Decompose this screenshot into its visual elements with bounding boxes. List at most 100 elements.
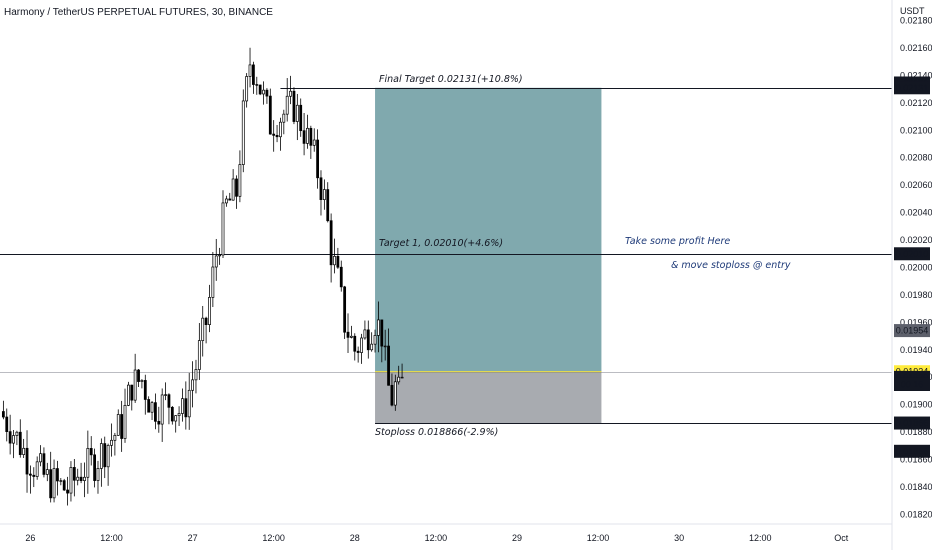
candle-body (363, 329, 367, 339)
candle-body (22, 447, 26, 455)
candle-body (143, 380, 147, 400)
candle-body (279, 121, 282, 138)
price-tag-text: 0.02131 (896, 83, 929, 93)
candle-body (25, 447, 29, 475)
y-tick-label: 0.02120 (900, 98, 932, 108)
y-tick-label: 0.02040 (900, 208, 932, 218)
chart-title: Harmony / TetherUS PERPETUAL FUTURES, 30… (4, 7, 273, 18)
candle-body (1, 411, 5, 418)
x-tick-label: 28 (350, 533, 360, 543)
take-profit-note: Take some profit Here (625, 236, 730, 247)
candle-body (245, 76, 249, 102)
candle-body (299, 104, 303, 132)
x-tick-label: 12:00 (587, 533, 610, 543)
candle-body (346, 331, 350, 338)
candle-body (333, 256, 336, 266)
candle-body (228, 198, 232, 201)
candle-body (383, 345, 387, 348)
candle-body (167, 394, 171, 408)
candle-body (103, 443, 107, 468)
candle-body (157, 420, 161, 425)
candle-body (238, 164, 242, 197)
candle-body (255, 84, 259, 86)
candle-body (133, 369, 137, 401)
candle-body (35, 461, 39, 477)
price-tag-text: 0.02010 (896, 249, 929, 259)
x-axis[interactable]: 26 12:00 27 12:00 28 12:00 29 12:00 30 12:00 Oct (25, 533, 848, 543)
candle-body (370, 343, 374, 351)
x-tick-label: 12:00 (749, 533, 772, 543)
candle-body (380, 319, 384, 347)
candle-body (393, 381, 397, 406)
candle-body (272, 133, 276, 136)
candle-body (39, 453, 42, 463)
candle-body (194, 369, 198, 381)
candle-body (316, 139, 320, 179)
y-tick-label: 0.02060 (900, 180, 932, 190)
candle-body (49, 469, 53, 499)
x-tick-label: 29 (512, 533, 522, 543)
candle-body (289, 90, 292, 97)
candle-body (15, 431, 19, 436)
candle-body (59, 480, 63, 482)
candle-body (154, 402, 157, 422)
y-tick-label: 0.02160 (900, 43, 932, 53)
candle-body (221, 202, 225, 256)
price-tag-text: 0.01920 (896, 372, 929, 382)
candle-body (302, 130, 306, 144)
price-tag-bg (894, 247, 930, 261)
stoploss-label: Stoploss 0.018866(-2.9%) (375, 427, 498, 438)
candle-body (140, 380, 144, 382)
candle-body (184, 398, 188, 418)
x-tick-label: 30 (674, 533, 684, 543)
price-tag-bg (894, 377, 930, 391)
y-tick-label: 0.01980 (900, 290, 932, 300)
price-tag-bg (894, 444, 930, 458)
candle-body (42, 453, 46, 475)
candle-body (164, 394, 167, 396)
candle-body (312, 139, 316, 146)
candle-body (110, 439, 113, 446)
candle-body (191, 379, 194, 391)
candle-body (377, 319, 380, 336)
x-tick-label: 12:00 (100, 533, 123, 543)
horizontal-lines (0, 88, 892, 424)
candle-body (160, 394, 164, 425)
profit-zone (375, 87, 602, 372)
candle-body (99, 443, 103, 469)
x-tick-label: 12:00 (262, 533, 285, 543)
move-stoploss-note: & move stoploss @ entry (671, 260, 791, 271)
candle-body (174, 415, 178, 422)
candle-body (360, 337, 363, 353)
candle-body (285, 95, 289, 115)
candle-body (123, 405, 127, 439)
candle-body (356, 350, 360, 353)
candle-body (349, 335, 353, 338)
candle-body (56, 468, 59, 482)
candle-body (400, 376, 404, 379)
candle-body (292, 90, 296, 122)
x-tick-label: 26 (25, 533, 35, 543)
candle-body (353, 335, 357, 352)
candle-body (116, 414, 120, 436)
candle-body (329, 220, 333, 266)
candle-body (106, 444, 110, 468)
y-tick-label: 0.01840 (900, 482, 932, 492)
candle-body (248, 64, 252, 77)
candle-body (147, 399, 151, 413)
position-zones (375, 87, 602, 424)
candle-body (326, 189, 330, 222)
candle-body (309, 127, 313, 146)
loss-zone (375, 371, 602, 424)
candle-body (83, 476, 86, 481)
candle-body (336, 256, 340, 268)
candle-body (373, 335, 377, 345)
candle-body (197, 340, 201, 370)
candle-body (204, 317, 208, 326)
candle-body (390, 384, 394, 406)
candle-body (177, 413, 181, 416)
y-tick-label: 0.02020 (900, 235, 932, 245)
candle-body (126, 384, 130, 406)
